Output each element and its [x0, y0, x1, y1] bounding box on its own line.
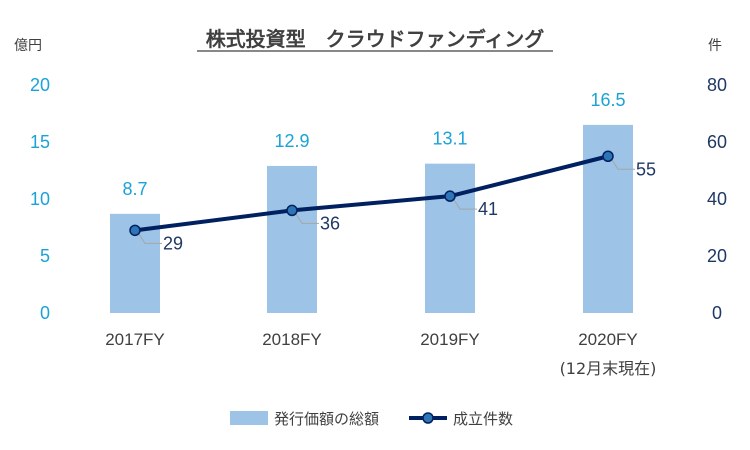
line-series: 29 36 41 55 [129, 150, 656, 253]
legend-bar-swatch [230, 411, 268, 425]
bar [267, 165, 317, 313]
line-point [602, 150, 614, 162]
bar-value-label: 16.5 [590, 90, 625, 110]
chart-title: 株式投資型 クラウドファンディング [206, 27, 545, 51]
legend-line-marker [422, 412, 434, 424]
point-value-label: 55 [636, 159, 656, 179]
right-tick-label: 0 [712, 303, 722, 323]
category-label: 2020FY [578, 330, 638, 349]
left-axis-unit: 億円 [14, 38, 42, 54]
legend-line-label: 成立件数 [453, 410, 513, 428]
left-tick-label: 5 [40, 246, 50, 266]
leader-line [294, 212, 319, 224]
leader-line [137, 232, 162, 244]
legend-bar-label: 発行価額の総額 [274, 410, 379, 428]
left-tick-label: 20 [30, 75, 50, 95]
category-sublabel: (12月末現在) [560, 359, 657, 378]
left-axis-ticks: 0 5 10 15 20 [30, 75, 50, 323]
legend: 発行価額の総額 成立件数 [230, 410, 513, 428]
right-axis-unit: 件 [708, 38, 722, 54]
right-tick-label: 60 [707, 132, 727, 152]
left-tick-label: 10 [30, 189, 50, 209]
right-tick-label: 20 [707, 246, 727, 266]
left-tick-label: 15 [30, 132, 50, 152]
line-point [444, 190, 456, 202]
point-value-label: 29 [163, 233, 183, 253]
bar [425, 163, 475, 313]
point-value-label: 41 [478, 199, 498, 219]
series-line [134, 154, 609, 233]
left-tick-label: 0 [40, 303, 50, 323]
bar-value-label: 13.1 [432, 129, 467, 149]
bars-series: 8.7 12.9 13.1 16.5 [110, 90, 633, 314]
right-axis-ticks: 0 20 40 60 80 [707, 75, 727, 323]
category-labels: 2017FY 2018FY 2019FY 2020FY (12月末現在) [105, 330, 656, 378]
category-label: 2019FY [420, 330, 480, 349]
leader-line [452, 197, 477, 210]
leader-line [610, 157, 635, 170]
point-value-label: 36 [320, 213, 340, 233]
line-point [129, 224, 141, 237]
category-label: 2017FY [105, 330, 165, 349]
bar-value-label: 8.7 [122, 179, 147, 199]
bar-value-label: 12.9 [274, 131, 309, 151]
line-point [286, 204, 298, 217]
right-tick-label: 40 [707, 189, 727, 209]
category-label: 2018FY [262, 330, 322, 349]
right-tick-label: 80 [707, 75, 727, 95]
